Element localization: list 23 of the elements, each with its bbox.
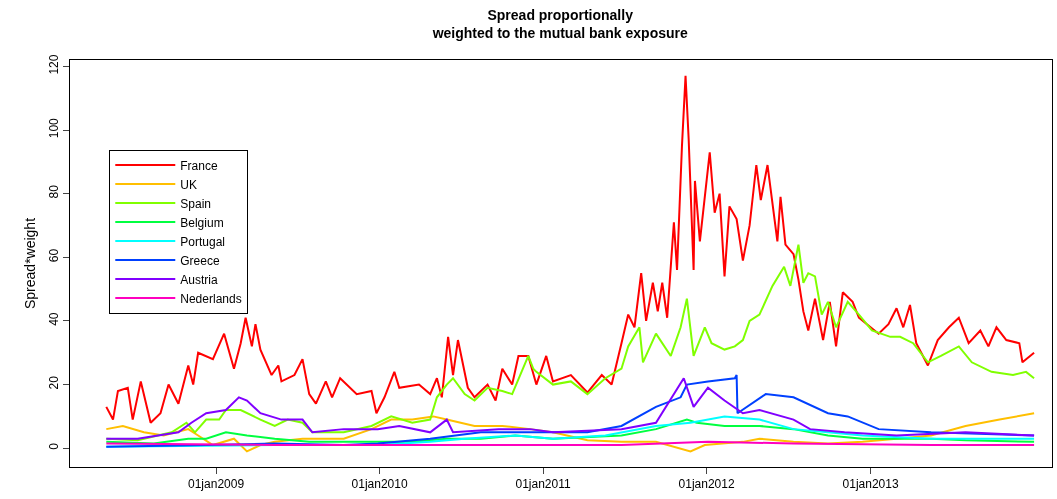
x-tick-label: 01jan2010 [351, 477, 408, 492]
x-tick-label: 01jan2009 [188, 477, 245, 492]
legend-label: UK [180, 177, 197, 192]
x-tick-label: 01jan2013 [842, 477, 899, 492]
chart-title: Spread proportionally weighted to the mutual bank exposure [431, 6, 688, 42]
legend-label: Spain [180, 196, 211, 211]
legend-label: Nederlands [180, 291, 242, 306]
y-tick-label: 40 [47, 312, 62, 326]
y-tick-label: 80 [47, 184, 62, 199]
y-tick-label: 100 [47, 117, 62, 139]
line-series [105, 74, 1036, 424]
y-axis-title: Spread*weight [21, 217, 38, 310]
legend-label: France [180, 158, 218, 173]
y-tick-label: 0 [47, 442, 62, 450]
legend-label: Belgium [180, 215, 224, 230]
x-tick-label: 01jan2011 [515, 477, 571, 492]
x-tick-label: 01jan2012 [678, 477, 735, 492]
y-tick-label: 20 [47, 375, 62, 390]
y-tick-label: 60 [47, 248, 62, 263]
legend-label: Portugal [180, 234, 225, 249]
legend-label: Greece [180, 253, 220, 268]
y-tick-label: 120 [47, 54, 62, 75]
legend-label: Austria [180, 272, 218, 287]
